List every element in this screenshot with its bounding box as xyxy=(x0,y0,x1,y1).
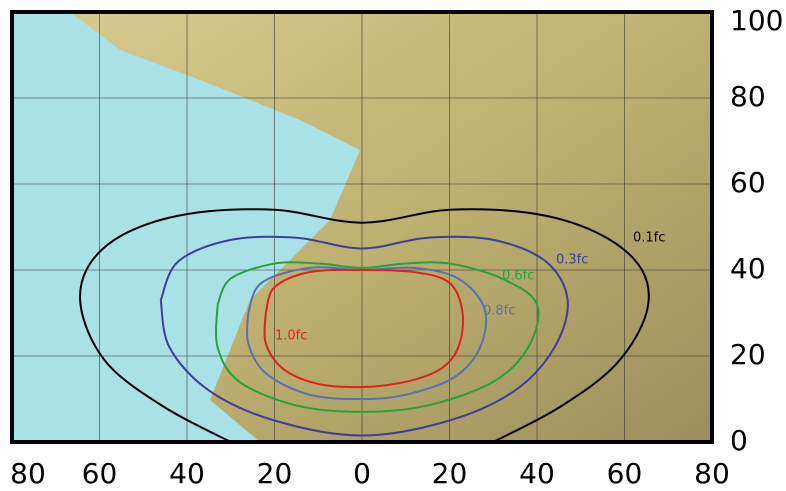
x-tick-label: 20 xyxy=(432,457,468,490)
isoline xyxy=(215,261,540,413)
labels: 80 60 40 20 0 20 40 60 800204060801000.1fc0.3fc0… xyxy=(10,4,783,490)
isoline xyxy=(79,208,650,443)
isoline-label: 0.3fc xyxy=(556,253,588,268)
y-tick-label: 80 xyxy=(730,80,766,113)
y-tick-label: 40 xyxy=(730,252,766,285)
isoline xyxy=(245,266,488,401)
y-tick-label: 100 xyxy=(730,4,783,37)
y-tick-label: 60 xyxy=(730,166,766,199)
isoline xyxy=(263,268,465,389)
x-tick-label: 80 xyxy=(10,457,46,490)
plot xyxy=(79,208,650,443)
x-tick-label: 20 xyxy=(257,457,293,490)
x-tick-label: 40 xyxy=(169,457,205,490)
plot-frame xyxy=(10,10,714,444)
isoline-label: 0.6fc xyxy=(502,269,534,284)
x-tick-label: 40 xyxy=(519,457,555,490)
isoline-label: 1.0fc xyxy=(275,329,307,344)
x-tick-label: 80 xyxy=(694,457,730,490)
photo-turtle xyxy=(70,12,712,442)
y-tick-label: 20 xyxy=(730,338,766,371)
x-tick-label: 60 xyxy=(607,457,643,490)
isoline-label: 0.1fc xyxy=(633,231,665,246)
y-tick-label: 0 xyxy=(730,424,748,457)
x-tick-label: 0 xyxy=(353,457,371,490)
isoline xyxy=(159,235,569,437)
isoline-label: 0.8fc xyxy=(483,304,515,319)
x-tick-label: 60 xyxy=(82,457,118,490)
